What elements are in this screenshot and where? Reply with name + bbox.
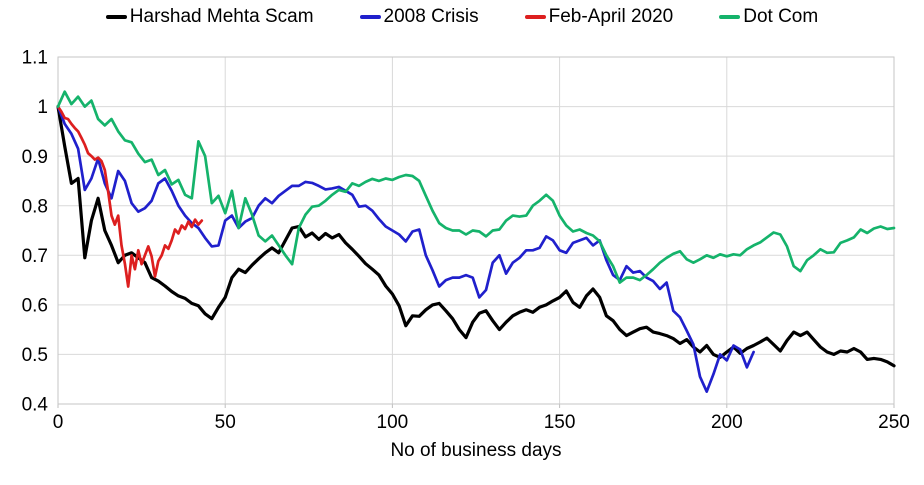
plot-border — [57, 56, 895, 405]
x-tick-label: 50 — [215, 412, 236, 433]
y-tick-label: 0.9 — [22, 147, 48, 168]
y-tick-label: 0.7 — [22, 246, 48, 267]
legend-item-dot-com: Dot Com — [719, 6, 818, 28]
y-tick-label: 0.8 — [22, 196, 48, 217]
y-tick-label: 0.5 — [22, 345, 48, 366]
legend-swatch-feb-april-2020 — [524, 15, 546, 19]
x-tick-label: 100 — [377, 412, 409, 433]
chart-legend: Harshad Mehta Scam 2008 Crisis Feb-April 2… — [0, 6, 924, 28]
series-line-feb-april-2020 — [56, 105, 204, 288]
legend-label: Harshad Mehta Scam — [129, 6, 314, 27]
legend-item-feb-april-2020: Feb-April 2020 — [524, 6, 674, 28]
legend-item-2008-crisis: 2008 Crisis — [359, 6, 479, 28]
legend-swatch-dot-com — [719, 15, 741, 19]
x-tick-label: 150 — [544, 412, 576, 433]
x-tick-label: 0 — [53, 412, 64, 433]
series-line-dot-com — [56, 90, 896, 284]
legend-label: 2008 Crisis — [383, 6, 479, 27]
series-line-harshad-mehta-scam — [56, 105, 896, 368]
legend-swatch-harshad-mehta-scam — [105, 15, 127, 19]
y-tick-label: 0.4 — [22, 395, 49, 416]
y-tick-label: 1 — [37, 97, 48, 118]
y-tick-label: 1.1 — [22, 48, 48, 69]
legend-swatch-2008-crisis — [359, 15, 381, 19]
series-line-2008-crisis — [56, 105, 755, 393]
x-tick-label: 200 — [711, 412, 743, 433]
legend-label: Feb-April 2020 — [548, 6, 674, 27]
x-tick-label: 250 — [878, 412, 910, 433]
legend-label: Dot Com — [743, 6, 819, 27]
y-tick-label: 0.6 — [22, 296, 48, 317]
legend-item-harshad-mehta-scam: Harshad Mehta Scam — [105, 6, 314, 28]
x-axis-title: No of business days — [390, 440, 562, 461]
